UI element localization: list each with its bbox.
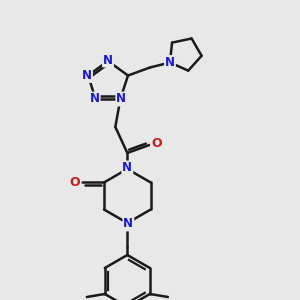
Text: N: N [82, 69, 92, 82]
Text: N: N [103, 53, 113, 67]
Text: O: O [70, 176, 80, 189]
Text: N: N [116, 92, 126, 106]
Text: N: N [165, 56, 175, 69]
Text: N: N [123, 218, 133, 230]
Text: O: O [151, 137, 162, 151]
Text: N: N [122, 161, 132, 175]
Text: N: N [90, 92, 100, 106]
